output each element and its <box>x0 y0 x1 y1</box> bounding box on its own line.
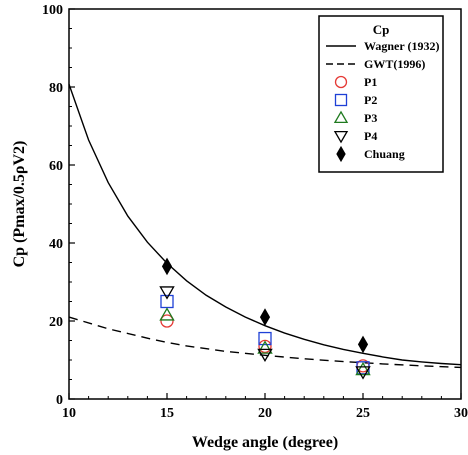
point-p4 <box>355 366 371 380</box>
series-chuang <box>161 257 369 354</box>
legend-items: Wagner (1932) GWT(1996) P1 P2 P3 P4 Chuang <box>326 39 439 163</box>
point-p1 <box>258 339 272 354</box>
y-tick-label: 60 <box>49 159 63 174</box>
legend-p1-marker <box>334 75 348 89</box>
legend-p2-marker <box>334 93 348 107</box>
legend-gwt-label: GWT(1996) <box>364 57 425 71</box>
x-tick-label: 20 <box>258 406 272 421</box>
point-p4 <box>159 286 175 300</box>
x-tick-label: 10 <box>62 406 76 421</box>
legend-p4-marker <box>333 130 349 144</box>
legend-wagner-label: Wagner (1932) <box>364 39 439 53</box>
y-tick-label: 20 <box>49 315 63 330</box>
series-p3 <box>159 307 371 376</box>
point-p3 <box>159 307 175 321</box>
y-tick-label: 40 <box>49 237 63 252</box>
legend-chuang-label: Chuang <box>364 147 405 161</box>
legend-p4-label: P4 <box>364 129 377 143</box>
legend-chuang-marker <box>336 145 346 163</box>
legend-p3-label: P3 <box>364 111 377 125</box>
axes: 10 15 20 25 30 0 20 40 60 80 100 <box>42 3 468 421</box>
legend-p1-label: P1 <box>364 75 377 89</box>
point-p4 <box>257 348 273 363</box>
point-p2 <box>258 331 272 346</box>
point-chuang <box>259 308 271 326</box>
x-tick-label: 25 <box>356 406 370 421</box>
x-axis-title: Wedge angle (degree) <box>192 434 338 451</box>
point-p1 <box>160 314 174 328</box>
legend-title: Cp <box>373 22 390 37</box>
legend: Cp Wagner (1932) GWT(1996) P1 P2 P3 P4 Chuang <box>318 15 444 173</box>
x-tick-label: 15 <box>160 406 174 421</box>
point-p3 <box>355 361 371 376</box>
y-tick-label: 80 <box>49 81 63 96</box>
gwt-curve <box>68 316 462 369</box>
y-axis-title: Cp (Pmax/0.5ρV2) <box>11 141 28 268</box>
legend-p2-label: P2 <box>364 93 377 107</box>
series-p2 <box>160 294 370 375</box>
y-tick-label: 100 <box>42 3 63 18</box>
legend-p3-marker <box>333 110 349 124</box>
point-p3 <box>257 340 273 354</box>
y-tick-label: 0 <box>56 393 63 408</box>
series-p4 <box>159 286 371 380</box>
point-chuang <box>161 257 173 276</box>
markers <box>159 257 371 380</box>
point-chuang <box>357 335 369 354</box>
x-tick-label: 30 <box>454 406 468 421</box>
